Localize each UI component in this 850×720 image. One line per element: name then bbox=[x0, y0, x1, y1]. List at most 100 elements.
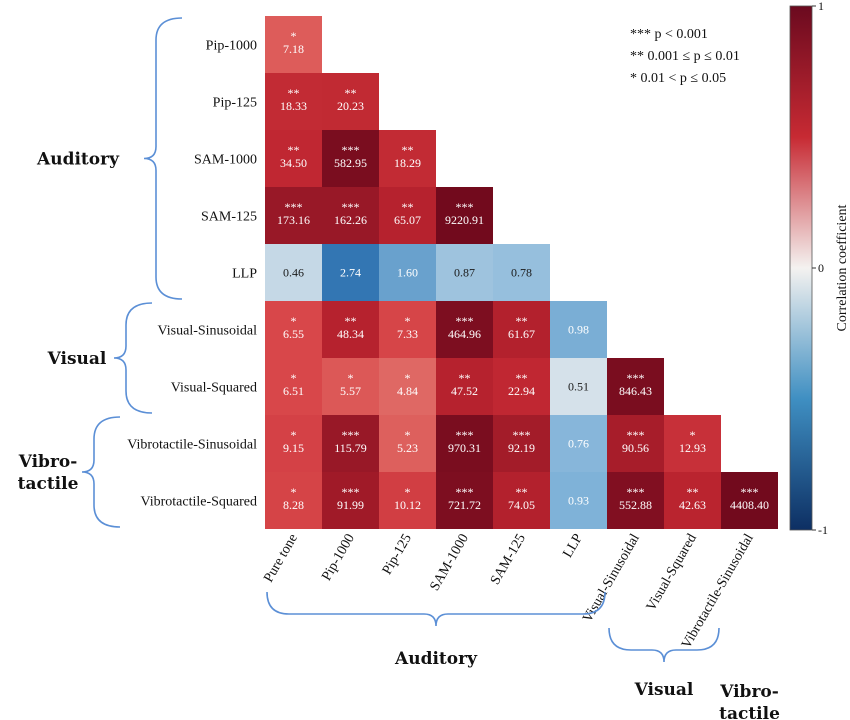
cell-significance-stars: ** bbox=[288, 143, 300, 157]
colorbar-tick-label: 0 bbox=[818, 261, 824, 275]
cell-value-label: 90.56 bbox=[622, 441, 649, 455]
column-group-label: Visual bbox=[634, 680, 694, 700]
cell-value-label: 9.15 bbox=[283, 441, 304, 455]
row-label: Visual-Sinusoidal bbox=[158, 324, 258, 339]
cell-value-label: 0.46 bbox=[283, 266, 304, 280]
heatmap-cell bbox=[607, 415, 664, 472]
heatmap-cells: *7.18**18.33**20.23**34.50***582.95**18.… bbox=[265, 16, 778, 529]
cell-value-label: 582.95 bbox=[334, 156, 367, 170]
cell-value-label: 0.76 bbox=[568, 437, 589, 451]
heatmap-cell bbox=[493, 358, 550, 415]
row-group-bracket bbox=[143, 17, 183, 300]
cell-significance-stars: * bbox=[291, 29, 297, 43]
heatmap-cell bbox=[322, 472, 379, 529]
cell-value-label: 4.84 bbox=[397, 384, 418, 398]
heatmap-cell bbox=[550, 358, 607, 415]
significance-legend-entry: * 0.01 < p ≤ 0.05 bbox=[630, 71, 726, 86]
heatmap-cell bbox=[322, 73, 379, 130]
legend-stars: * bbox=[630, 71, 641, 86]
cell-value-label: 846.43 bbox=[619, 384, 652, 398]
heatmap-cell bbox=[322, 358, 379, 415]
cell-significance-stars: ** bbox=[288, 86, 300, 100]
row-label: LLP bbox=[232, 267, 257, 282]
heatmap-cell bbox=[265, 130, 322, 187]
cell-value-label: 22.94 bbox=[508, 384, 535, 398]
cell-value-label: 74.05 bbox=[508, 498, 535, 512]
cell-significance-stars: ** bbox=[402, 143, 414, 157]
cell-value-label: 18.33 bbox=[280, 99, 307, 113]
cell-significance-stars: *** bbox=[627, 371, 645, 385]
heatmap-cell bbox=[265, 187, 322, 244]
column-label: Visual-Sinusoidal bbox=[580, 531, 643, 625]
cell-value-label: 6.51 bbox=[283, 384, 304, 398]
heatmap-cell bbox=[379, 472, 436, 529]
significance-legend-entry: ** 0.001 ≤ p ≤ 0.01 bbox=[630, 49, 740, 64]
cell-significance-stars: * bbox=[405, 485, 411, 499]
cell-significance-stars: ** bbox=[516, 371, 528, 385]
cell-value-label: 7.33 bbox=[397, 327, 418, 341]
cell-value-label: 4408.40 bbox=[730, 498, 769, 512]
colorbar: 1 0 -1 Correlation coefficient bbox=[789, 0, 850, 537]
cell-significance-stars: ** bbox=[459, 371, 471, 385]
heatmap-cell bbox=[265, 244, 322, 301]
group-brackets: Auditory Visual Vibro-tactile Auditory Visua… bbox=[18, 17, 780, 720]
colorbar-tick-label: 1 bbox=[818, 0, 824, 13]
heatmap-cell bbox=[379, 415, 436, 472]
cell-value-label: 48.34 bbox=[337, 327, 364, 341]
column-group-label: tactile bbox=[719, 704, 780, 720]
heatmap-cell bbox=[379, 301, 436, 358]
cell-value-label: 970.31 bbox=[448, 441, 481, 455]
heatmap-cell bbox=[607, 358, 664, 415]
row-group-label: Auditory bbox=[36, 150, 120, 170]
row-label: SAM-125 bbox=[201, 210, 257, 225]
cell-value-label: 92.19 bbox=[508, 441, 535, 455]
cell-value-label: 1.60 bbox=[397, 266, 418, 280]
cell-significance-stars: * bbox=[291, 428, 297, 442]
row-group-bracket bbox=[81, 416, 121, 528]
cell-value-label: 0.98 bbox=[568, 323, 589, 337]
cell-value-label: 5.23 bbox=[397, 441, 418, 455]
cell-significance-stars: *** bbox=[741, 485, 759, 499]
row-labels: Pip-1000 Pip-125 SAM-1000 SAM-125 LLP Visual-… bbox=[127, 39, 257, 510]
cell-significance-stars: *** bbox=[456, 314, 474, 328]
column-group-label: Vibro- bbox=[719, 682, 779, 702]
cell-value-label: 10.12 bbox=[394, 498, 421, 512]
column-label: Pip-1000 bbox=[319, 532, 358, 584]
cell-significance-stars: *** bbox=[513, 428, 531, 442]
heatmap-cell bbox=[721, 472, 778, 529]
cell-value-label: 2.74 bbox=[340, 266, 361, 280]
cell-value-label: 20.23 bbox=[337, 99, 364, 113]
colorbar-label: Correlation coefficient bbox=[835, 204, 850, 331]
cell-value-label: 0.87 bbox=[454, 266, 475, 280]
cell-value-label: 5.57 bbox=[340, 384, 361, 398]
significance-legend: *** p < 0.001** 0.001 ≤ p ≤ 0.01* 0.01 <… bbox=[630, 27, 740, 86]
column-group-bracket bbox=[266, 591, 606, 627]
heatmap-cell bbox=[322, 415, 379, 472]
cell-significance-stars: ** bbox=[345, 86, 357, 100]
cell-value-label: 47.52 bbox=[451, 384, 478, 398]
cell-value-label: 61.67 bbox=[508, 327, 535, 341]
cell-significance-stars: * bbox=[291, 314, 297, 328]
column-label: SAM-125 bbox=[488, 532, 529, 588]
cell-value-label: 91.99 bbox=[337, 498, 364, 512]
heatmap-cell bbox=[265, 73, 322, 130]
cell-value-label: 0.93 bbox=[568, 494, 589, 508]
row-group-label: Vibro- bbox=[18, 452, 78, 472]
heatmap-cell bbox=[550, 415, 607, 472]
row-group-label: Visual bbox=[47, 349, 107, 369]
heatmap-cell bbox=[265, 301, 322, 358]
row-label: Pip-1000 bbox=[206, 39, 257, 54]
heatmap-cell bbox=[322, 244, 379, 301]
cell-significance-stars: *** bbox=[627, 428, 645, 442]
heatmap-cell bbox=[379, 187, 436, 244]
colorbar-tick-label: -1 bbox=[818, 523, 828, 537]
column-group-bracket bbox=[608, 627, 720, 663]
cell-significance-stars: *** bbox=[456, 200, 474, 214]
heatmap-cell bbox=[493, 301, 550, 358]
row-label: Vibrotactile-Sinusoidal bbox=[127, 438, 257, 453]
heatmap-cell bbox=[379, 244, 436, 301]
heatmap-cell bbox=[265, 415, 322, 472]
heatmap-cell bbox=[436, 244, 493, 301]
cell-value-label: 464.96 bbox=[448, 327, 481, 341]
row-label: Visual-Squared bbox=[171, 381, 257, 396]
